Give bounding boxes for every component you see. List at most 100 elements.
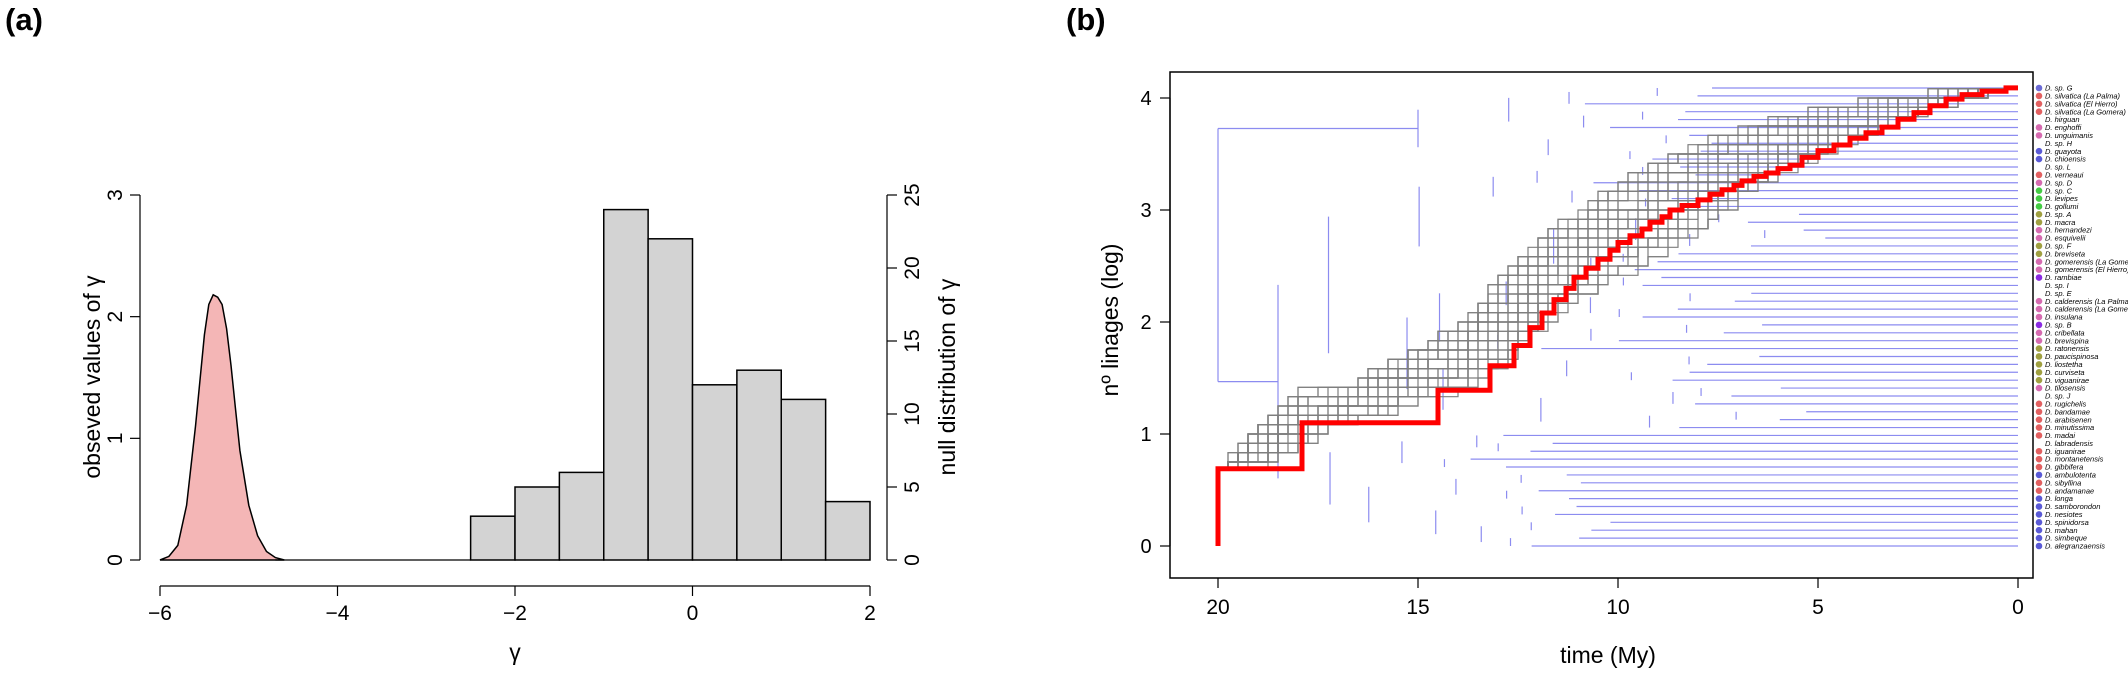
y-right-axis-label: null distribution of γ [934, 278, 960, 475]
y-left-tick-label: 0 [104, 554, 127, 566]
tip-dot [2035, 495, 2043, 502]
tip-dot [2035, 440, 2043, 447]
tip-label: D. calderensis (La Gomera) [2045, 305, 2128, 314]
histogram-bar [824, 500, 871, 561]
y-left-tick-label: 3 [104, 189, 127, 201]
x-tick-label: 2 [864, 602, 876, 625]
tip-dot [2035, 408, 2043, 416]
tip-label: D. breviseta [2045, 249, 2085, 258]
tip-label: D. sp. E [2045, 289, 2073, 298]
tip-dot [2035, 124, 2043, 131]
tip-dot [2035, 297, 2043, 305]
tip-dot [2035, 384, 2043, 392]
tip-label: D. curviseta [2045, 368, 2085, 377]
x-tick-label: −2 [503, 602, 527, 625]
tip-label: D. mahan [2045, 526, 2078, 535]
tip-label: D. cribellata [2045, 328, 2085, 337]
histogram-bar [469, 515, 516, 561]
tip-dot [2035, 274, 2043, 281]
y-right-tick-label: 20 [901, 256, 924, 279]
tip-label: D. unguimanis [2045, 131, 2093, 140]
tip-dot [2035, 187, 2043, 194]
tip-label: D. simbeque [2045, 534, 2087, 543]
histogram-bar [691, 384, 738, 561]
tip-label: D. sp. C [2045, 186, 2073, 195]
y-right-tick-label: 0 [901, 554, 924, 566]
tip-label: D. gomerensis (El Hierro) [2045, 265, 2128, 274]
y-right-tick-label: 25 [901, 183, 924, 206]
y-left-tick-label: 1 [104, 432, 127, 444]
tip-label: D. viguanirae [2045, 376, 2089, 385]
tip-dot [2035, 282, 2043, 289]
y-tick-label: 1 [1140, 424, 1151, 446]
tip-dot [2035, 92, 2043, 100]
tip-dot [2035, 416, 2043, 423]
tip-label: D. sibyllina [2045, 478, 2081, 487]
tip-dot [2035, 147, 2043, 155]
tip-label: D. iguanirae [2045, 447, 2085, 456]
y-right-tick-label: 15 [901, 329, 924, 352]
tip-label: D. silvatica (La Gomera) [2045, 107, 2126, 116]
histogram-bar [736, 369, 782, 561]
tip-label: D. guayota [2045, 147, 2081, 156]
tip-dot [2035, 179, 2043, 187]
tip-label: D. gibbifera [2045, 463, 2083, 472]
panel-label-a: (a) [5, 2, 43, 37]
tip-label: D. brevispina [2045, 336, 2089, 345]
tip-dot [2035, 526, 2043, 534]
tip-label: D. hirguan [2045, 115, 2080, 124]
tip-dot [2035, 313, 2043, 321]
tip-label: D. sp. J [2045, 392, 2071, 401]
x-tick-label: 15 [1406, 596, 1429, 619]
x-tick-label: −4 [326, 602, 350, 625]
tip-label: D. madai [2045, 431, 2075, 440]
tip-dot [2035, 392, 2043, 400]
y-right-tick-label: 10 [901, 402, 924, 425]
tip-label: D. sp. H [2045, 139, 2073, 148]
tip-dot [2035, 305, 2043, 313]
tip-label: D. sp. D [2045, 178, 2073, 187]
tip-dot [2035, 211, 2043, 218]
tip-label: D. labradensis [2045, 439, 2093, 448]
phylogeny-tree [1217, 87, 2018, 547]
tip-dot [2035, 258, 2043, 266]
histogram-bar [780, 398, 827, 561]
tip-label: D. ratonensis [2045, 344, 2089, 353]
x-tick-label: 10 [1606, 596, 1629, 619]
tip-dot [2035, 376, 2043, 384]
tip-dot [2035, 195, 2043, 202]
x-tick-label: 20 [1206, 596, 1229, 619]
tip-dot [2035, 455, 2043, 463]
x-tick-label: −6 [148, 602, 172, 625]
histogram-bar [603, 208, 649, 561]
x-tick-label: 5 [1812, 596, 1824, 619]
tip-label: D. silvatica (La Palma) [2045, 91, 2121, 100]
panel-b-ltt-chart: D. sp. GD. silvatica (La Palma) D. silvat… [1097, 71, 2128, 668]
tip-dot [2035, 361, 2043, 368]
tip-dot [2035, 266, 2043, 273]
tip-dot [2035, 321, 2043, 329]
histogram-bar [647, 238, 694, 561]
tip-labels: D. sp. GD. silvatica (La Palma) D. silvat… [2035, 84, 2128, 551]
density-area [159, 293, 285, 561]
tip-label: D. ambulotenta [2045, 471, 2096, 480]
y-axis-label: nº linages (log) [1097, 244, 1123, 397]
tip-dot [2035, 353, 2043, 360]
tip-label: D. insulana [2045, 313, 2083, 322]
tip-dot [2035, 108, 2043, 115]
observed-ltt-line [1215, 85, 2018, 546]
tip-label: D. sp. B [2045, 320, 2072, 329]
y-tick-label: 4 [1140, 88, 1151, 110]
null-ltt-line [1217, 88, 2018, 470]
y-tick-label: 0 [1140, 536, 1151, 558]
tip-label: D. sp. G [2045, 84, 2073, 93]
tip-label: D. hernandezi [2045, 226, 2092, 235]
y-left-tick-label: 2 [104, 311, 127, 323]
tip-label: D. chioensis [2045, 155, 2086, 164]
x-axis-label: γ [509, 639, 521, 665]
tip-dot [2035, 203, 2043, 210]
tip-dot [2035, 487, 2043, 495]
histogram-bar [558, 471, 605, 561]
panel-a-gamma-chart: −6 −4 −2 0 2 γ 0 1 2 3 obseved values of γ 0 5 10 15 20… [79, 183, 960, 665]
tip-label: D. sp. I [2045, 281, 2069, 290]
